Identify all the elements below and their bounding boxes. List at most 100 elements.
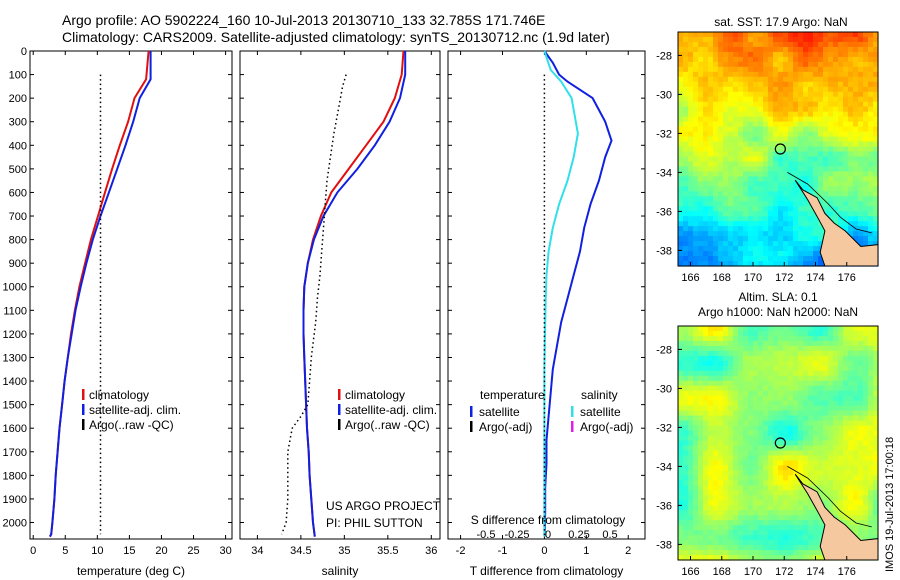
map-cell bbox=[713, 520, 719, 526]
map-cell bbox=[818, 345, 824, 352]
map-cell bbox=[763, 126, 769, 133]
map-cell bbox=[828, 405, 834, 412]
map-cell bbox=[698, 385, 704, 392]
map-cell bbox=[848, 326, 854, 332]
x-tick-label: 172 bbox=[775, 272, 793, 284]
map-cell bbox=[828, 420, 834, 427]
map-cell bbox=[808, 450, 814, 457]
map-cell bbox=[728, 465, 734, 471]
map-cell bbox=[718, 116, 724, 123]
map-cell bbox=[798, 236, 804, 242]
map-cell bbox=[698, 490, 704, 496]
map-cell bbox=[843, 326, 849, 332]
map-cell bbox=[803, 156, 809, 163]
map-cell bbox=[798, 121, 804, 128]
map-cell bbox=[753, 86, 759, 93]
map-cell bbox=[688, 330, 694, 337]
map-cell bbox=[693, 32, 699, 38]
map-cell bbox=[843, 395, 849, 402]
map-cell bbox=[678, 455, 684, 462]
map-cell bbox=[838, 375, 844, 382]
map-cell bbox=[748, 480, 754, 486]
map-cell bbox=[873, 56, 879, 63]
map-cell bbox=[848, 81, 854, 88]
map-cell bbox=[703, 46, 709, 53]
map-cell bbox=[868, 500, 874, 506]
map-cell bbox=[683, 191, 689, 197]
map-cell bbox=[723, 81, 729, 88]
map-cell bbox=[843, 350, 849, 357]
map-cell bbox=[788, 191, 794, 197]
map-cell bbox=[793, 520, 799, 526]
map-cell bbox=[798, 131, 804, 138]
map-cell bbox=[838, 106, 844, 113]
map-cell bbox=[773, 41, 779, 48]
map-cell bbox=[763, 56, 769, 63]
map-cell bbox=[713, 186, 719, 192]
map-cell bbox=[743, 420, 749, 427]
map-cell bbox=[848, 186, 854, 192]
map-cell bbox=[833, 201, 839, 207]
map-cell bbox=[773, 555, 779, 561]
map-cell bbox=[783, 545, 789, 551]
map-cell bbox=[743, 191, 749, 197]
map-cell bbox=[823, 81, 829, 88]
map-cell bbox=[778, 405, 784, 412]
map-cell bbox=[743, 211, 749, 217]
map-cell bbox=[728, 525, 734, 531]
map-cell bbox=[703, 166, 709, 173]
map-cell bbox=[688, 550, 694, 556]
map-cell bbox=[803, 520, 809, 526]
map-cell bbox=[738, 340, 744, 347]
map-cell bbox=[743, 545, 749, 551]
map-cell bbox=[833, 480, 839, 486]
map-cell bbox=[763, 450, 769, 457]
map-cell bbox=[763, 196, 769, 202]
map-cell bbox=[803, 395, 809, 402]
map-cell bbox=[868, 116, 874, 123]
sst_map-panel: 166 168 170 172 174 176-28-30-32-34-36-38 bbox=[656, 31, 879, 284]
map-cell bbox=[818, 380, 824, 387]
map-cell bbox=[788, 420, 794, 427]
map-cell bbox=[733, 71, 739, 78]
map-cell bbox=[753, 555, 759, 561]
map-cell bbox=[713, 525, 719, 531]
x-tick-label: 170 bbox=[744, 566, 762, 578]
map-cell bbox=[808, 465, 814, 471]
map-cell bbox=[833, 335, 839, 342]
map-cell bbox=[678, 226, 684, 232]
map-cell bbox=[768, 131, 774, 138]
map-cell bbox=[793, 76, 799, 83]
x-tick-label: 168 bbox=[713, 566, 731, 578]
map-cell bbox=[728, 520, 734, 526]
map-cell bbox=[783, 475, 789, 481]
map-cell bbox=[848, 335, 854, 342]
map-cell bbox=[748, 56, 754, 63]
map-cell bbox=[738, 495, 744, 501]
map-cell bbox=[873, 156, 879, 163]
map-cell bbox=[813, 96, 819, 103]
map-cell bbox=[743, 335, 749, 342]
map-cell bbox=[733, 490, 739, 496]
map-cell bbox=[803, 495, 809, 501]
map-cell bbox=[868, 345, 874, 352]
map-cell bbox=[698, 156, 704, 163]
map-cell bbox=[763, 515, 769, 521]
map-cell bbox=[858, 56, 864, 63]
map-cell bbox=[718, 261, 724, 267]
map-cell bbox=[738, 355, 744, 362]
map-cell bbox=[678, 500, 684, 506]
map-cell bbox=[753, 365, 759, 372]
map-cell bbox=[698, 231, 704, 237]
map-cell bbox=[823, 61, 829, 68]
map-cell bbox=[698, 500, 704, 506]
map-cell bbox=[793, 335, 799, 342]
map-cell bbox=[818, 131, 824, 138]
map-cell bbox=[798, 56, 804, 63]
map-cell bbox=[733, 256, 739, 262]
map-cell bbox=[698, 530, 704, 536]
map-cell bbox=[728, 166, 734, 173]
map-cell bbox=[738, 415, 744, 422]
map-cell bbox=[838, 455, 844, 462]
map-cell bbox=[823, 415, 829, 422]
